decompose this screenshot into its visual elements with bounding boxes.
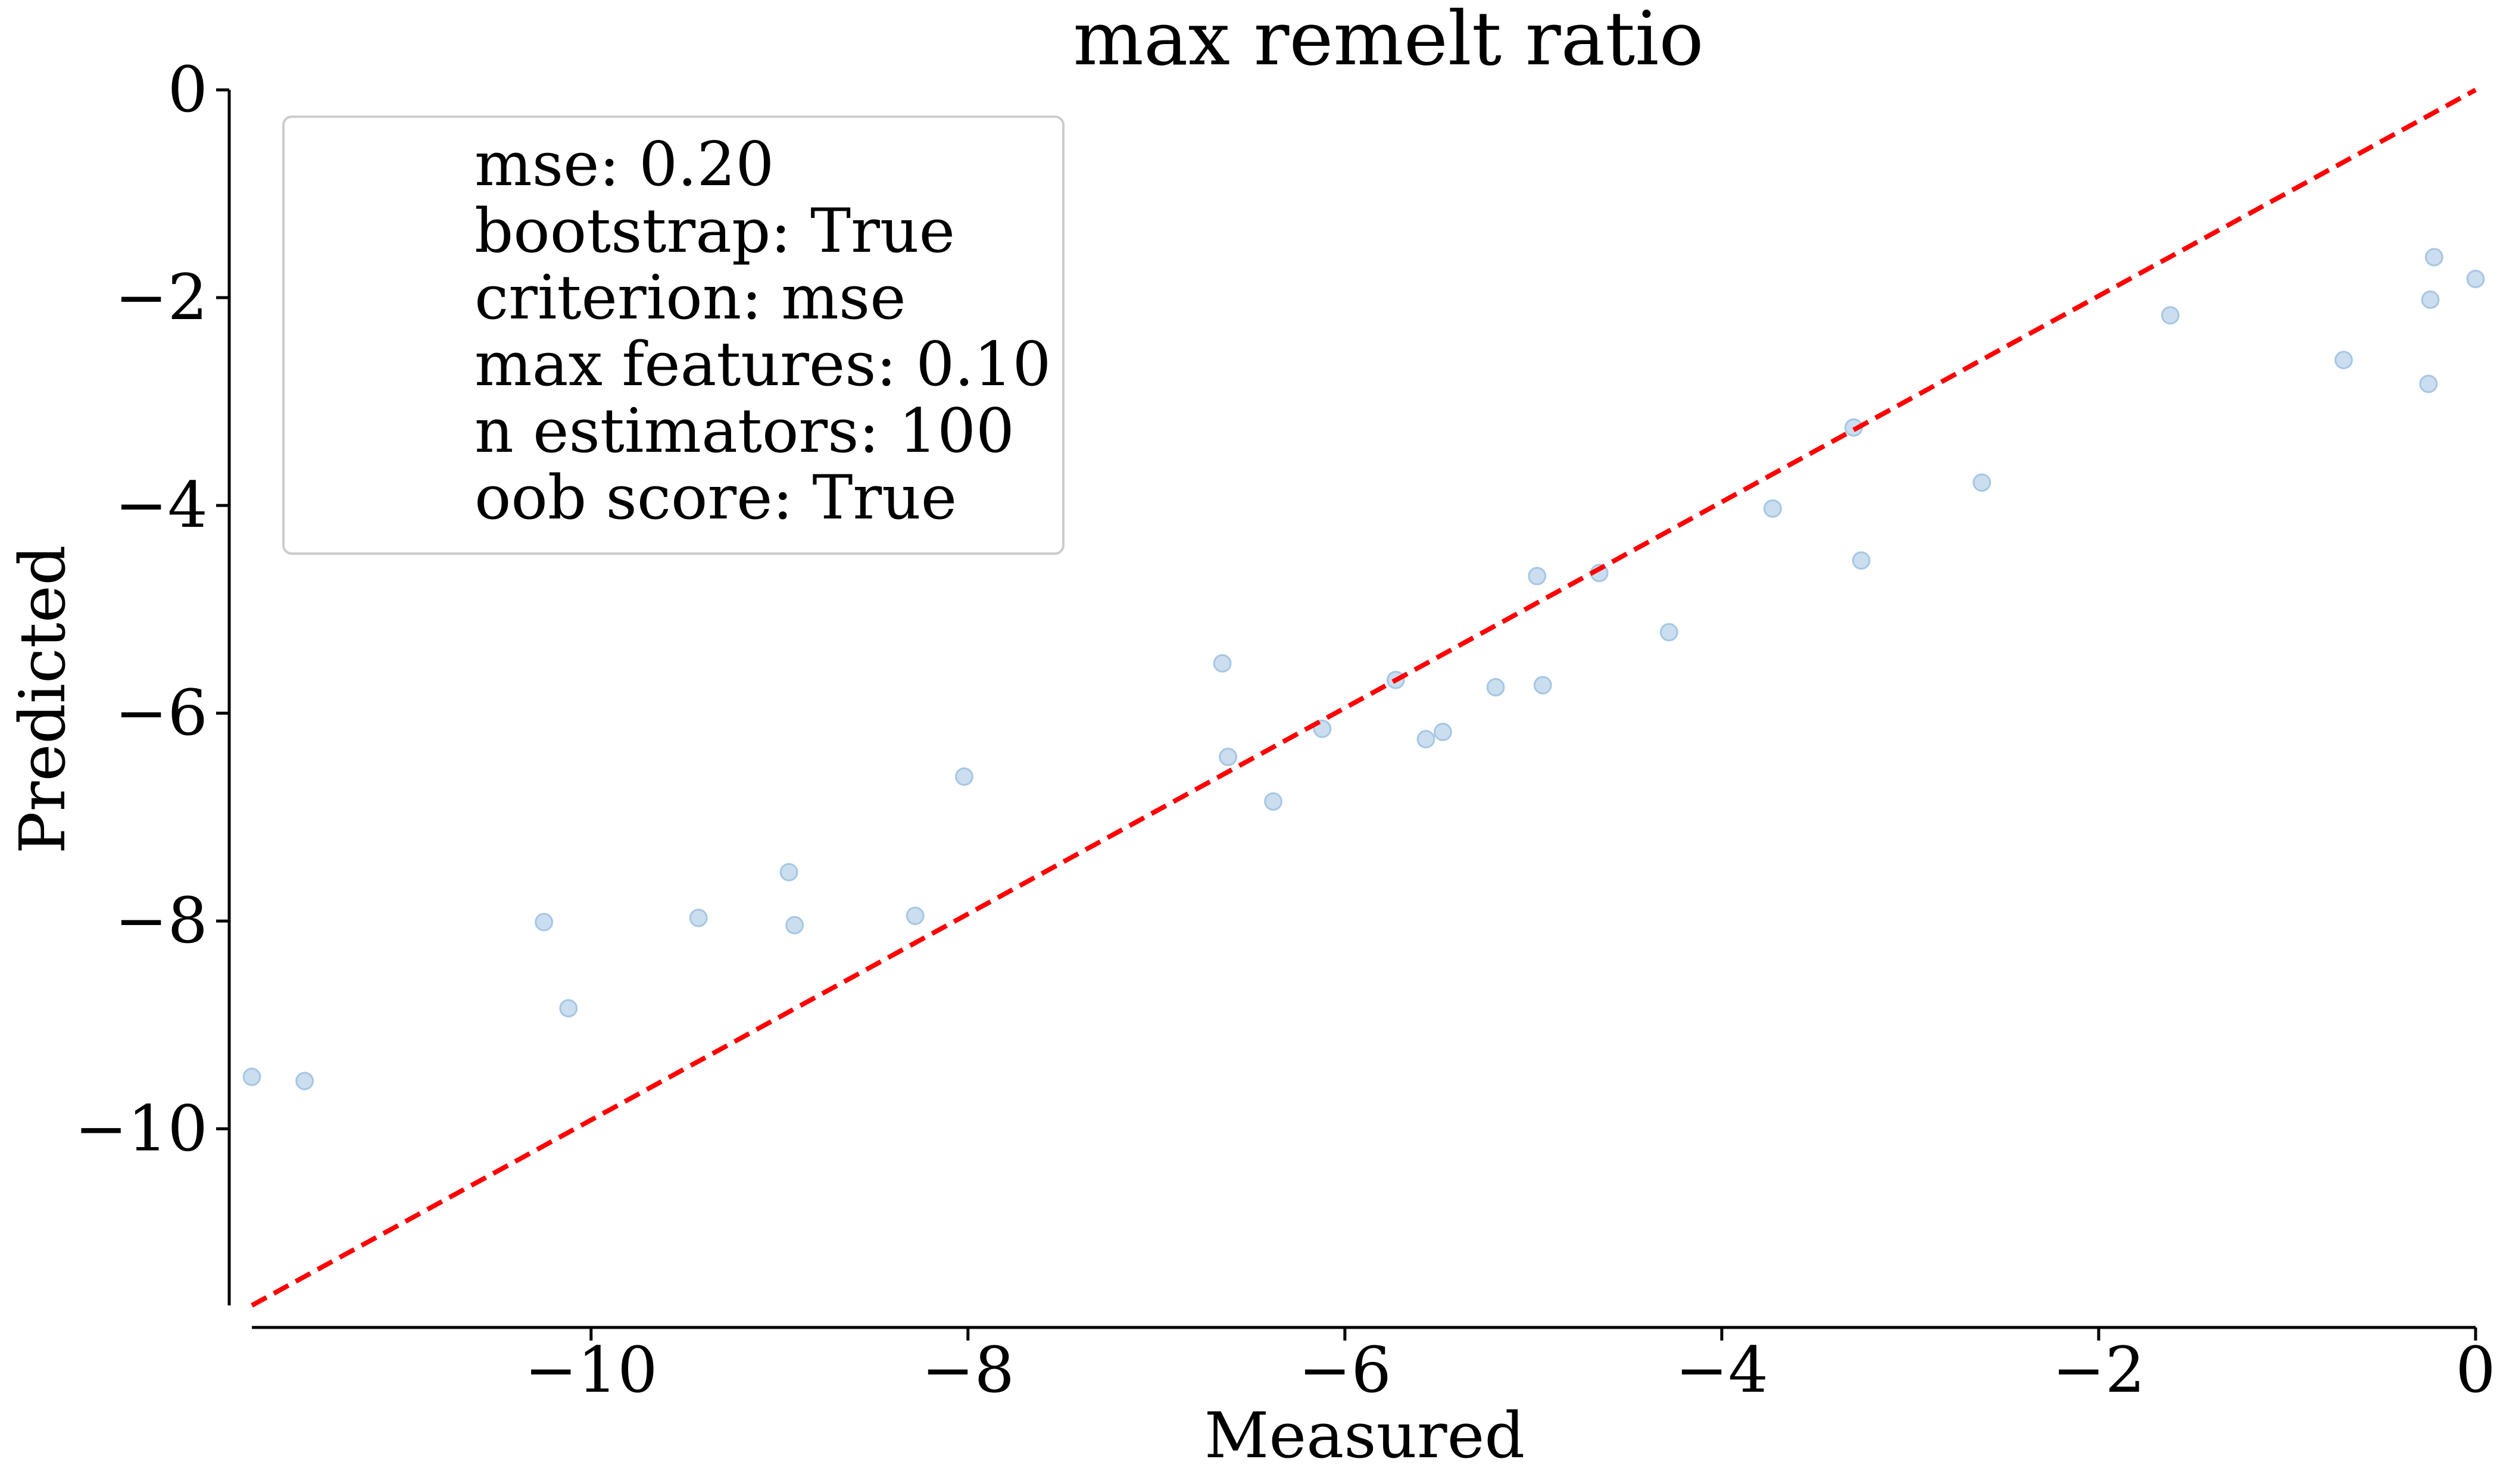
data-point — [1972, 473, 1992, 492]
data-point — [906, 907, 925, 926]
x-axis-label: Measured — [1204, 1399, 1525, 1472]
data-point — [2421, 290, 2440, 310]
data-point — [1264, 792, 1283, 811]
legend-line: n estimators: 100 — [475, 396, 1015, 467]
x-tick-label: −8 — [922, 1333, 1015, 1407]
legend-line: mse: 0.20 — [475, 129, 774, 200]
x-ticks: −10 −8 −6 −4 −2 0 — [525, 1327, 2496, 1407]
data-point — [1852, 551, 1871, 570]
chart-title: max remelt ratio — [1073, 0, 1703, 82]
data-point — [2424, 248, 2443, 267]
y-tick-label: −10 — [74, 1092, 208, 1165]
data-point — [559, 999, 578, 1018]
x-tick-label: −4 — [1675, 1333, 1768, 1407]
legend-box: mse: 0.20 bootstrap: True criterion: mse… — [282, 115, 1065, 555]
data-point — [1416, 730, 1435, 749]
data-point — [1533, 676, 1552, 695]
y-axis-label: Predicted — [6, 545, 79, 854]
data-point — [2334, 351, 2353, 370]
data-point — [689, 908, 708, 927]
data-point — [2161, 306, 2180, 325]
data-point — [779, 863, 798, 882]
y-ticks: 0 −2 −4 −6 −8 −10 — [74, 53, 229, 1165]
data-point — [242, 1067, 261, 1086]
y-tick-label: −2 — [115, 261, 208, 334]
reference-line — [251, 88, 2477, 1308]
data-point — [1486, 678, 1505, 697]
x-tick-label: −6 — [1299, 1333, 1391, 1407]
data-point — [1763, 499, 1782, 518]
plot-area: 0 −2 −4 −6 −8 −10 −10 −8 −6 −4 −2 0 — [74, 53, 2495, 1407]
legend-frame — [282, 115, 1065, 555]
x-tick-label: 0 — [2455, 1333, 2495, 1407]
data-point — [2419, 374, 2438, 393]
x-tick-label: −10 — [525, 1333, 658, 1407]
data-point — [1659, 623, 1678, 642]
y-tick-label: −4 — [115, 468, 208, 542]
y-tick-label: 0 — [168, 53, 208, 126]
data-point — [1433, 723, 1452, 742]
legend-line: bootstrap: True — [475, 196, 955, 267]
data-point — [2466, 270, 2485, 289]
y-tick-label: −8 — [115, 884, 208, 957]
data-points — [242, 248, 2485, 1091]
data-point — [1219, 747, 1238, 766]
legend-line: oob score: True — [475, 463, 957, 533]
data-point — [1528, 567, 1547, 586]
data-point — [295, 1071, 314, 1091]
data-point — [954, 767, 973, 786]
data-point — [785, 916, 804, 935]
data-point — [535, 913, 554, 932]
legend-line: max features: 0.10 — [475, 329, 1051, 400]
x-tick-label: −2 — [2052, 1333, 2145, 1407]
y-tick-label: −6 — [115, 676, 208, 749]
data-point — [1213, 654, 1232, 673]
legend-line: criterion: mse — [475, 263, 906, 333]
